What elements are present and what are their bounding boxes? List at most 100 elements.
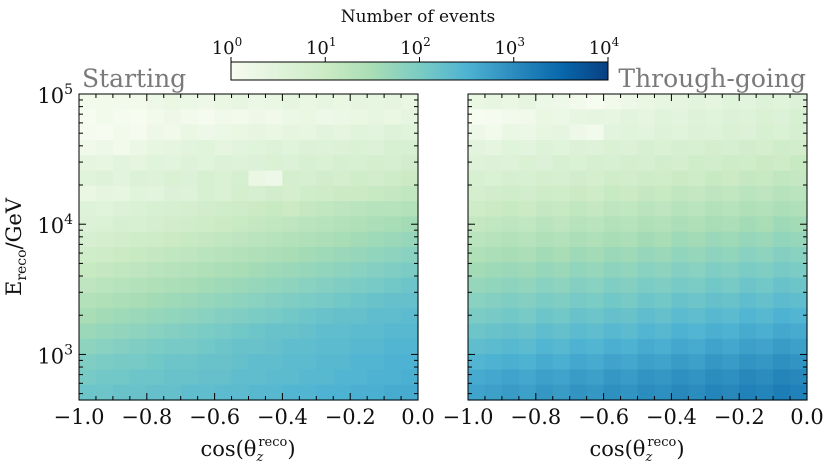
heatmap-cell: [231, 139, 250, 156]
heatmap-cell: [790, 384, 808, 401]
heatmap-cell: [401, 155, 419, 172]
heatmap-cell: [316, 170, 334, 187]
heatmap-cell: [350, 354, 368, 370]
heatmap-cell: [637, 308, 656, 325]
heatmap-cell: [214, 308, 233, 325]
heatmap-cell: [231, 201, 250, 217]
heatmap-cell: [214, 94, 233, 110]
heatmap-cell: [552, 338, 571, 355]
heatmap-cell: [535, 277, 554, 294]
heatmap-cell: [484, 185, 503, 202]
heatmap-cell: [401, 354, 419, 370]
colorbar: Number of events 100 101 102 103 104: [212, 7, 620, 81]
heatmap-cell: [518, 170, 537, 187]
heatmap-cell: [586, 369, 605, 386]
heatmap-cell: [518, 384, 537, 401]
heatmap-cell: [654, 231, 672, 248]
heatmap-cell: [367, 247, 385, 263]
heatmap-cell: [569, 338, 588, 355]
heatmap-cell: [95, 185, 114, 202]
heatmap-cell: [231, 247, 250, 263]
heatmap-cell: [350, 155, 368, 172]
heatmap-cell: [265, 277, 283, 294]
heatmap-cell: [654, 338, 672, 355]
heatmap-cell: [790, 323, 808, 340]
heatmap-cell: [180, 308, 199, 325]
heatmap-cell: [163, 94, 182, 110]
heatmap-cell: [367, 109, 385, 126]
heatmap-cell: [79, 155, 97, 172]
heatmap-cell: [688, 308, 706, 325]
heatmap-cell: [705, 170, 723, 187]
x-tick-label: −0.6: [189, 405, 240, 429]
heatmap-cell: [739, 277, 757, 294]
heatmap-cell: [620, 231, 639, 248]
heatmap-cell: [333, 277, 351, 294]
heatmap-cell: [790, 338, 808, 355]
heatmap-cell: [705, 216, 723, 233]
heatmap-cell: [688, 216, 706, 233]
heatmap-cell: [180, 384, 199, 401]
heatmap-cell: [350, 231, 368, 248]
heatmap-cell: [282, 308, 300, 325]
heatmap-cell: [197, 384, 216, 401]
heatmap-cell: [739, 308, 757, 325]
heatmap-cell: [180, 139, 199, 156]
heatmap-cell: [146, 292, 165, 309]
heatmap-cell: [367, 369, 385, 386]
heatmap-cell: [722, 338, 740, 355]
heatmap-cell: [282, 292, 300, 309]
x-tick-label: 0.0: [401, 405, 434, 429]
heatmap-cell: [95, 124, 114, 141]
heatmap-cell: [671, 292, 689, 309]
heatmap-cell: [518, 369, 537, 386]
heatmap-cell: [739, 216, 757, 233]
heatmap-cell: [468, 124, 486, 141]
heatmap-cell: [214, 338, 233, 355]
heatmap-cell: [333, 185, 351, 202]
heatmap-cell: [367, 124, 385, 141]
heatmap-cell: [501, 369, 520, 386]
heatmap-cell: [197, 109, 216, 126]
heatmap-cell: [654, 201, 672, 217]
heatmap-cell: [552, 185, 571, 202]
heatmap-cell: [401, 94, 419, 110]
heatmap-cell: [773, 369, 791, 386]
heatmap-cell: [756, 277, 774, 294]
heatmap-cell: [384, 201, 402, 217]
heatmap-cell: [552, 170, 571, 187]
heatmap-cell: [231, 155, 250, 172]
heatmap-cell: [671, 185, 689, 202]
heatmap-cell: [756, 247, 774, 263]
colorbar-tick-label: 103: [494, 35, 525, 59]
heatmap-cell: [231, 384, 250, 401]
heatmap-cell: [112, 201, 131, 217]
heatmap-cell: [350, 308, 368, 325]
heatmap-cell: [671, 170, 689, 187]
heatmap-cell: [384, 369, 402, 386]
heatmap-cell: [518, 216, 537, 233]
heatmap-cell: [146, 94, 165, 110]
heatmap-cell: [333, 124, 351, 141]
heatmap-cell: [773, 139, 791, 156]
heatmap-cell: [384, 323, 402, 340]
heatmap-cell: [671, 139, 689, 156]
heatmap-cell: [552, 216, 571, 233]
heatmap-cell: [79, 231, 97, 248]
heatmap-cell: [603, 216, 622, 233]
heatmap-cell: [265, 124, 283, 141]
heatmap-cell: [95, 109, 114, 126]
heatmap-cell: [197, 338, 216, 355]
heatmap-cell: [129, 216, 148, 233]
y-tick-label: 103: [37, 342, 73, 368]
heatmap-cell: [384, 139, 402, 156]
heatmap-cell: [129, 308, 148, 325]
heatmap-cell: [333, 338, 351, 355]
heatmap-cell: [501, 109, 520, 126]
heatmap-cell: [518, 155, 537, 172]
colorbar-title: Number of events: [341, 7, 496, 27]
heatmap-cell: [282, 139, 300, 156]
heatmap-cell: [518, 338, 537, 355]
heatmap-cell: [739, 124, 757, 141]
heatmap-cell: [484, 277, 503, 294]
